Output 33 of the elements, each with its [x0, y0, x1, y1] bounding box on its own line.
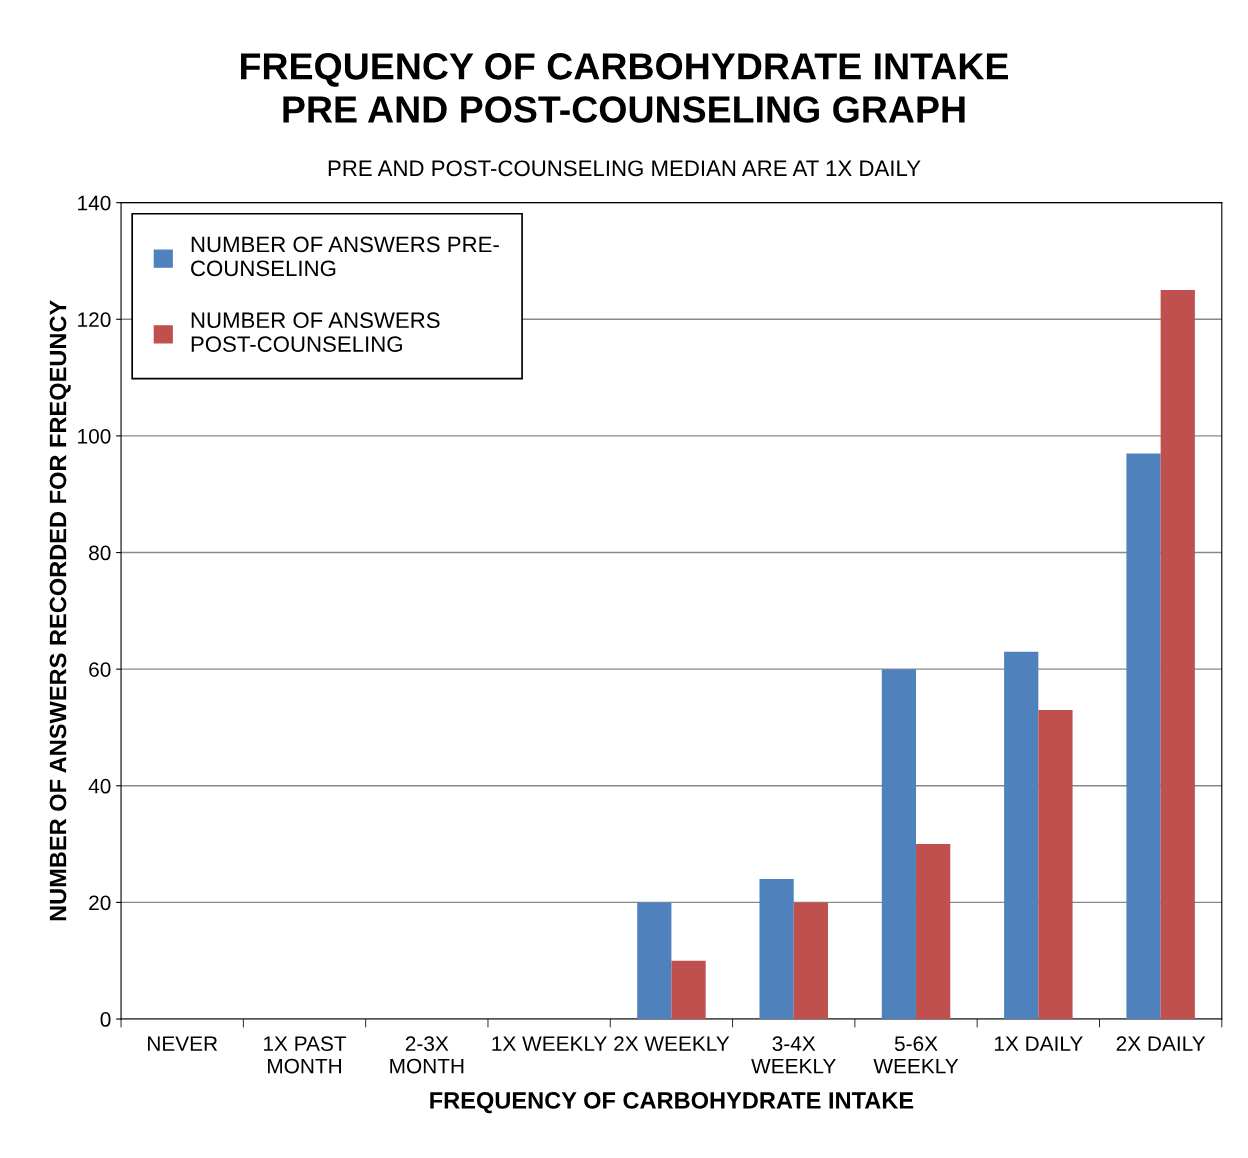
legend-label: NUMBER OF ANSWERS POST-COUNSELING — [191, 312, 440, 352]
y-tick-label: 100 — [78, 428, 111, 444]
bar — [671, 960, 706, 1020]
bar — [881, 669, 917, 1020]
bar — [1160, 290, 1195, 1020]
x-tick-label: 3-4X WEEKLY — [751, 1036, 836, 1074]
y-tick-label: 40 — [88, 778, 111, 794]
chart-title: FREQUENCY OF CARBOHYDRATE INTAKE PRE AND POST-COUNSELING GRAPH — [241, 53, 1008, 123]
legend-label: NUMBER OF ANSWERS PRE- COUNSELING — [191, 236, 499, 277]
x-tick-label: 2X DAILY — [1116, 1036, 1206, 1051]
bar — [1038, 709, 1073, 1020]
x-tick-label: 5-6X WEEKLY — [873, 1036, 959, 1074]
x-tick-label: 2-3X MONTH — [390, 1036, 464, 1074]
y-axis-title: NUMBER OF ANSWERS RECORDED FOR FREQEUNCY — [49, 300, 71, 921]
x-tick-label: 1X WEEKLY — [492, 1036, 607, 1051]
y-tick-label: 20 — [89, 895, 111, 911]
y-tick-label: 0 — [100, 1012, 111, 1027]
bar — [916, 844, 951, 1020]
bar — [1126, 453, 1161, 1020]
x-tick-label: 1X DAILY — [994, 1036, 1083, 1051]
bar — [793, 902, 828, 1020]
x-tick-label: 2X WEEKLY — [614, 1036, 730, 1051]
x-tick-label: NEVER — [148, 1036, 218, 1051]
bar — [759, 879, 794, 1020]
y-tick-label: 120 — [78, 312, 111, 328]
bar — [637, 902, 672, 1020]
x-axis-title: FREQUENCY OF CARBOHYDRATE INTAKE — [430, 1092, 914, 1114]
y-tick-label: 80 — [89, 545, 111, 561]
y-tick-label: 60 — [89, 662, 111, 677]
bar — [1004, 651, 1039, 1020]
x-tick-label: 1X PAST MONTH — [264, 1036, 347, 1074]
chart-subtitle: PRE AND POST-COUNSELING MEDIAN ARE AT 1X DAILY — [328, 160, 921, 177]
y-tick-label: 140 — [78, 195, 111, 211]
